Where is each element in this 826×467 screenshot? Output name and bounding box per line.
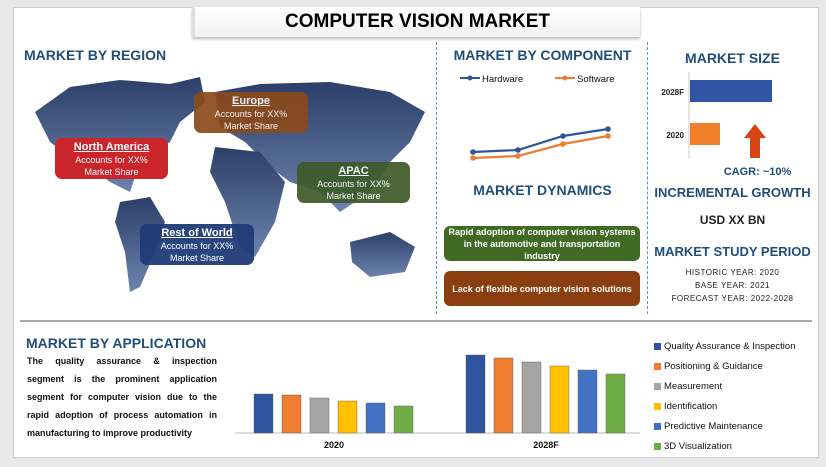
legend-swatch (654, 402, 661, 410)
data-point (605, 133, 611, 139)
data-point (560, 141, 566, 147)
legend-label: Quality Assurance & Inspection (664, 340, 796, 352)
forecast-year: FORECAST YEAR: 2022-2028 (671, 294, 794, 303)
legend-item: 3D Visualization (654, 436, 796, 456)
legend-label: Identification (664, 400, 718, 412)
legend-swatch (654, 382, 661, 390)
callout-north-america: North America Accounts for XX% Market Sh… (55, 138, 168, 179)
application-bar (253, 393, 274, 434)
application-bar (365, 402, 386, 434)
region-share-label: Market Share (223, 121, 279, 131)
application-bar (281, 394, 302, 434)
region-name: Rest of World (161, 227, 233, 239)
market-size-chart: 2028F 2020 (661, 72, 772, 158)
application-bar (577, 369, 598, 434)
region-share: Accounts for XX% (75, 155, 148, 165)
historic-year: HISTORIC YEAR: 2020 (685, 268, 780, 277)
legend-label: Positioning & Guidance (664, 360, 763, 372)
dynamics-heading: MARKET DYNAMICS (473, 182, 612, 198)
category-label: 2028F (661, 88, 684, 97)
arrow-up-icon (744, 124, 766, 158)
application-bar (393, 405, 414, 434)
section-divider (20, 320, 812, 322)
series-line (472, 134, 609, 160)
data-point (470, 149, 476, 155)
legend-item: Predictive Maintenance (654, 416, 796, 436)
legend-label: Hardware (482, 74, 523, 85)
component-line-chart: Hardware Software (460, 74, 615, 161)
component-heading: MARKET BY COMPONENT (453, 47, 632, 63)
divider (647, 42, 648, 314)
page-title: COMPUTER VISION MARKET (192, 7, 640, 37)
region-name: APAC (338, 165, 369, 177)
data-point (515, 153, 521, 159)
data-point (470, 155, 476, 161)
data-point (560, 133, 566, 139)
legend-swatch (654, 362, 661, 370)
legend-swatch (654, 342, 661, 350)
data-point (605, 126, 611, 132)
application-bar (521, 361, 542, 434)
series-line (472, 127, 609, 154)
data-point (515, 147, 521, 153)
region-name: North America (73, 141, 150, 153)
legend-marker (467, 75, 473, 81)
size-bar (690, 123, 720, 145)
growth-heading: INCREMENTAL GROWTH (654, 185, 811, 200)
region-share-label: Market Share (326, 191, 381, 201)
dynamics-challenge: Lack of flexible computer vision solutio… (444, 271, 640, 306)
dynamics-driver: Rapid adoption of computer vision system… (444, 226, 640, 261)
region-share-label: Market Share (169, 253, 225, 263)
legend-item: Positioning & Guidance (654, 356, 796, 376)
divider (436, 42, 437, 314)
study-heading: MARKET STUDY PERIOD (654, 244, 811, 259)
callout-rest-of-world: Rest of World Accounts for XX% Market Sh… (140, 224, 254, 265)
application-bar (309, 397, 330, 434)
region-share: Accounts for XX% (317, 179, 390, 189)
region-share: Accounts for XX% (214, 109, 288, 119)
legend-label: Predictive Maintenance (664, 420, 763, 432)
application-heading: MARKET BY APPLICATION (26, 335, 207, 351)
application-bar (465, 354, 486, 434)
legend-label: Measurement (664, 380, 723, 392)
application-bar (549, 365, 570, 434)
application-bar (493, 357, 514, 434)
legend-swatch (654, 442, 661, 450)
legend-label: 3D Visualization (664, 440, 732, 452)
base-year: BASE YEAR: 2021 (695, 281, 770, 290)
category-label: 2028F (533, 440, 559, 450)
legend-item: Quality Assurance & Inspection (654, 336, 796, 356)
growth-value: USD XX BN (699, 213, 766, 227)
application-description: The quality assurance & inspection segme… (27, 356, 217, 438)
size-bar (690, 80, 772, 102)
legend-label: Software (577, 74, 615, 85)
application-legend: Quality Assurance & Inspection Positionin… (654, 336, 796, 456)
legend-marker (562, 75, 568, 81)
category-label: 2020 (666, 131, 684, 140)
legend-swatch (654, 422, 661, 430)
application-bar-chart: 2020 2028F (235, 354, 640, 450)
category-label: 2020 (324, 440, 344, 450)
region-share-label: Market Share (84, 167, 139, 177)
region-share: Accounts for XX% (160, 241, 234, 251)
callout-apac: APAC Accounts for XX% Market Share (297, 162, 410, 203)
application-bar (605, 373, 626, 434)
callout-europe: Europe Accounts for XX% Market Share (194, 92, 308, 133)
legend-item: Measurement (654, 376, 796, 396)
region-heading: MARKET BY REGION (24, 47, 167, 63)
application-bar (337, 400, 358, 434)
region-name: Europe (232, 95, 270, 107)
size-heading: MARKET SIZE (685, 50, 780, 66)
legend-item: Identification (654, 396, 796, 416)
cagr-value: CAGR: ~10% (723, 166, 792, 178)
